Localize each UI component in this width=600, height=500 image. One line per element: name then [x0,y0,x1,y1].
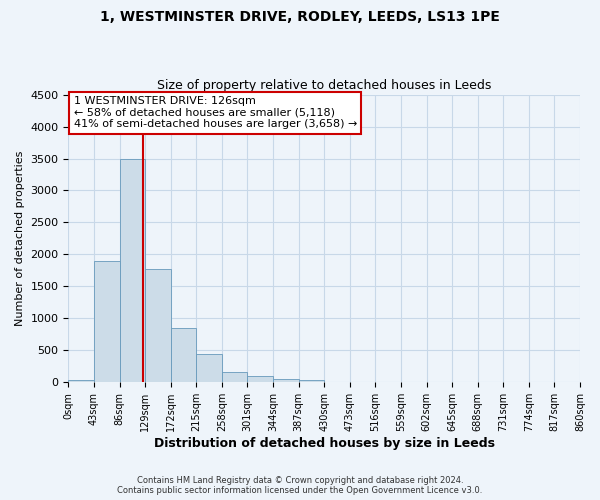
Bar [196,354,222,382]
Bar [299,380,324,382]
Bar [273,379,299,382]
Bar [94,261,119,382]
Bar [145,268,171,382]
Text: 1, WESTMINSTER DRIVE, RODLEY, LEEDS, LS13 1PE: 1, WESTMINSTER DRIVE, RODLEY, LEEDS, LS1… [100,10,500,24]
Bar [222,372,247,382]
Text: 1 WESTMINSTER DRIVE: 126sqm
← 58% of detached houses are smaller (5,118)
41% of : 1 WESTMINSTER DRIVE: 126sqm ← 58% of det… [74,96,357,129]
Bar [171,328,196,382]
Bar [247,376,273,382]
Bar [68,380,94,382]
Bar [119,158,145,382]
Title: Size of property relative to detached houses in Leeds: Size of property relative to detached ho… [157,79,491,92]
Text: Contains HM Land Registry data © Crown copyright and database right 2024.
Contai: Contains HM Land Registry data © Crown c… [118,476,482,495]
Y-axis label: Number of detached properties: Number of detached properties [15,151,25,326]
X-axis label: Distribution of detached houses by size in Leeds: Distribution of detached houses by size … [154,437,495,450]
